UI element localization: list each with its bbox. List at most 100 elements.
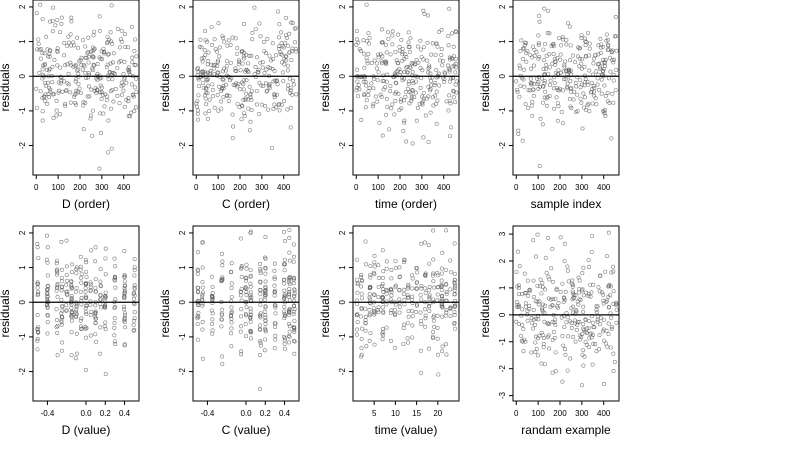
scatter-point xyxy=(266,107,271,112)
scatter-point xyxy=(200,292,205,297)
scatter-point xyxy=(110,77,115,82)
scatter-point xyxy=(609,324,614,329)
scatter-point xyxy=(288,90,293,95)
scatter-point xyxy=(587,46,592,51)
scatter-point xyxy=(55,283,60,288)
scatter-point xyxy=(573,311,578,316)
scatter-point xyxy=(84,304,89,309)
scatter-point xyxy=(577,56,582,61)
scatter-point xyxy=(446,108,451,113)
scatter-point xyxy=(68,100,73,105)
scatter-point xyxy=(74,286,79,291)
scatter-point xyxy=(267,84,272,89)
scatter-point xyxy=(263,81,268,86)
scatter-point xyxy=(601,382,606,387)
scatter-point xyxy=(384,291,389,296)
scatter-point xyxy=(59,15,64,20)
scatter-point xyxy=(199,70,204,75)
scatter-point xyxy=(45,331,50,336)
scatter-point xyxy=(441,58,446,63)
scatter-point xyxy=(93,276,98,281)
scatter-point xyxy=(86,60,91,65)
scatter-point xyxy=(533,299,538,304)
scatter-point xyxy=(252,5,257,10)
scatter-point xyxy=(65,292,70,297)
scatter-point xyxy=(522,271,527,276)
scatter-point xyxy=(132,62,137,67)
scatter-point xyxy=(611,369,616,374)
scatter-point xyxy=(254,89,259,94)
scatter-point xyxy=(132,290,137,295)
scatter-point xyxy=(112,321,117,326)
scatter-point xyxy=(381,73,386,78)
scatter-point xyxy=(606,76,611,81)
scatter-point xyxy=(81,38,86,43)
scatter-point xyxy=(98,305,103,310)
scatter-point xyxy=(115,27,120,32)
scatter-point xyxy=(357,47,362,52)
scatter-point xyxy=(531,295,536,300)
scatter-point xyxy=(59,314,64,319)
scatter-point xyxy=(367,313,372,318)
scatter-point xyxy=(388,338,393,343)
scatter-point xyxy=(526,88,531,93)
scatter-point xyxy=(211,66,216,71)
scatter-point xyxy=(606,321,611,326)
scatter-point xyxy=(82,64,87,69)
scatter-point xyxy=(579,100,584,105)
scatter-point xyxy=(76,81,81,86)
scatter-point xyxy=(239,307,244,312)
scatter-point xyxy=(106,150,111,155)
scatter-point xyxy=(380,133,385,138)
scatter-point xyxy=(427,284,432,289)
scatter-point xyxy=(107,69,112,74)
y-tick-label: 0 xyxy=(338,73,347,78)
scatter-point xyxy=(405,336,410,341)
scatter-point xyxy=(537,164,542,169)
scatter-point xyxy=(550,42,555,47)
scatter-point xyxy=(239,117,244,122)
scatter-point xyxy=(199,56,204,61)
scatter-point xyxy=(208,70,213,75)
scatter-point xyxy=(549,266,554,271)
scatter-point xyxy=(235,84,240,89)
scatter-point xyxy=(419,241,424,246)
y-tick-label: 2 xyxy=(178,4,187,9)
scatter-point xyxy=(238,87,243,92)
scatter-point xyxy=(575,92,580,97)
scatter-point xyxy=(88,302,93,307)
scatter-point xyxy=(200,69,205,74)
scatter-point xyxy=(291,254,296,259)
scatter-point xyxy=(515,89,520,94)
scatter-point xyxy=(45,273,50,278)
scatter-point xyxy=(203,96,208,101)
scatter-point xyxy=(439,271,444,276)
scatter-point xyxy=(253,64,258,69)
scatter-point xyxy=(258,270,263,275)
scatter-point xyxy=(589,249,594,254)
scatter-point xyxy=(531,238,536,243)
scatter-point xyxy=(45,101,50,106)
scatter-point xyxy=(76,67,81,72)
scatter-point xyxy=(540,285,545,290)
scatter-point xyxy=(132,316,137,321)
scatter-point xyxy=(524,59,529,64)
scatter-point xyxy=(37,70,42,75)
scatter-point xyxy=(219,324,224,329)
scatter-point xyxy=(60,285,65,290)
scatter-point xyxy=(427,65,432,70)
scatter-point xyxy=(287,50,292,55)
scatter-point xyxy=(68,60,73,65)
scatter-point xyxy=(216,108,221,113)
scatter-point xyxy=(419,76,424,81)
scatter-point xyxy=(451,44,456,49)
scatter-point xyxy=(281,79,286,84)
scatter-point xyxy=(286,321,291,326)
scatter-point xyxy=(418,38,423,43)
scatter-point xyxy=(113,264,118,269)
y-tick-label: -2 xyxy=(178,367,187,375)
scatter-point xyxy=(293,40,298,45)
scatter-point xyxy=(73,356,78,361)
scatter-point xyxy=(553,350,558,355)
scatter-point xyxy=(551,52,556,57)
